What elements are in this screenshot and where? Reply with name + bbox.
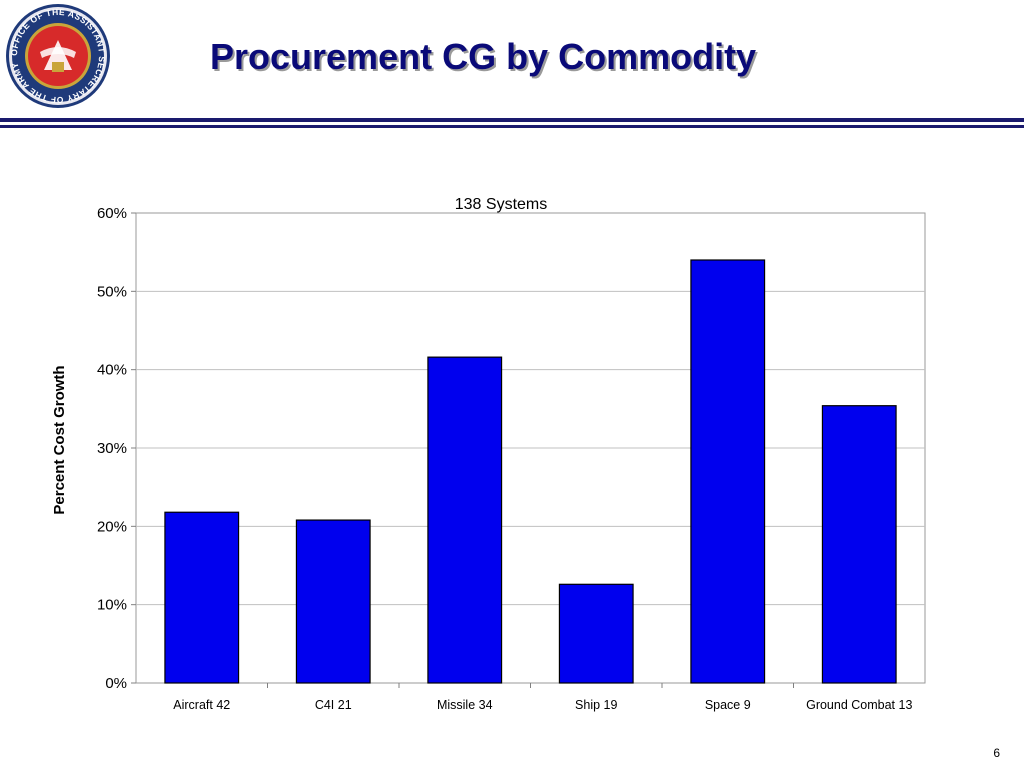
bar: [690, 259, 766, 684]
x-tick-label: Missile 34: [437, 698, 493, 712]
bars: [164, 259, 897, 684]
x-tick-label: Ship 19: [575, 698, 617, 712]
y-tick-label: 30%: [97, 440, 127, 457]
chart-title: 138 Systems: [455, 196, 547, 213]
bar: [558, 583, 634, 684]
page-number: 6: [993, 746, 1000, 760]
bar: [821, 405, 897, 684]
x-tick-label: Space 9: [705, 698, 751, 712]
y-tick-label: 50%: [97, 283, 127, 300]
bar: [164, 511, 240, 684]
x-tick-labels: Aircraft 42 C4I 21 Missile 34 Ship 19 Space …: [173, 683, 912, 712]
header-rule-bottom: [0, 125, 1024, 128]
x-tick-label: Ground Combat 13: [806, 698, 912, 712]
y-tick-label: 0%: [105, 675, 127, 692]
header-rule-top: [0, 118, 1024, 122]
y-tick-labels: 0% 10% 20% 30% 40% 50% 60%: [97, 205, 127, 692]
y-tick-label: 20%: [97, 518, 127, 535]
bar: [427, 356, 503, 684]
y-tick-label: 60%: [97, 205, 127, 222]
bar: [295, 519, 371, 684]
y-axis-label: Percent Cost Growth: [51, 365, 68, 514]
x-tick-label: Aircraft 42: [173, 698, 230, 712]
slide-title: Procurement CG by Commodity: [210, 36, 757, 77]
y-tick-label: 40%: [97, 362, 127, 379]
army-seal-logo: OFFICE OF THE ASSISTANT SECRETARY OF THE…: [6, 4, 110, 108]
x-tick-label: C4I 21: [315, 698, 352, 712]
y-tick-label: 10%: [97, 597, 127, 614]
gridlines: [131, 212, 925, 684]
